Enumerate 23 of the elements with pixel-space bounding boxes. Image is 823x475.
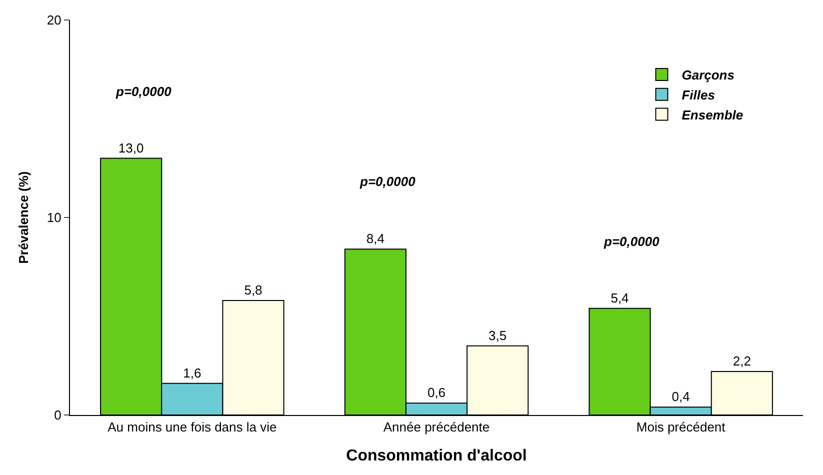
data-label: 13,0 [118, 140, 144, 156]
data-label: 2,2 [732, 354, 751, 369]
data-label: 5,8 [244, 282, 262, 298]
x-tick-label: Mois précédent [636, 420, 726, 435]
data-label: 0,4 [672, 389, 690, 404]
legend-label: Garçons [682, 68, 734, 83]
annotation: p=0,0000 [603, 234, 660, 249]
x-tick-label: Année précédente [383, 420, 490, 435]
data-label: 1,6 [183, 365, 202, 380]
y-tick-label: 0 [54, 408, 62, 423]
y-tick-label: 20 [46, 12, 62, 28]
annotation: p=0,0000 [115, 84, 172, 99]
x-axis-title: Consommation d'alcool [346, 447, 527, 464]
data-label: 0,6 [427, 385, 446, 400]
legend-label: Filles [682, 87, 715, 102]
annotation: p=0,0000 [359, 174, 416, 189]
x-tick-label: Au moins une fois dans la vie [108, 420, 277, 435]
y-axis-title: Prévalence (%) [16, 171, 31, 264]
legend-label: Ensemble [682, 107, 744, 122]
data-label: 3,5 [488, 328, 507, 343]
y-tick-label: 10 [46, 210, 62, 226]
data-label: 5,4 [610, 290, 629, 306]
data-label: 8,4 [366, 231, 384, 246]
